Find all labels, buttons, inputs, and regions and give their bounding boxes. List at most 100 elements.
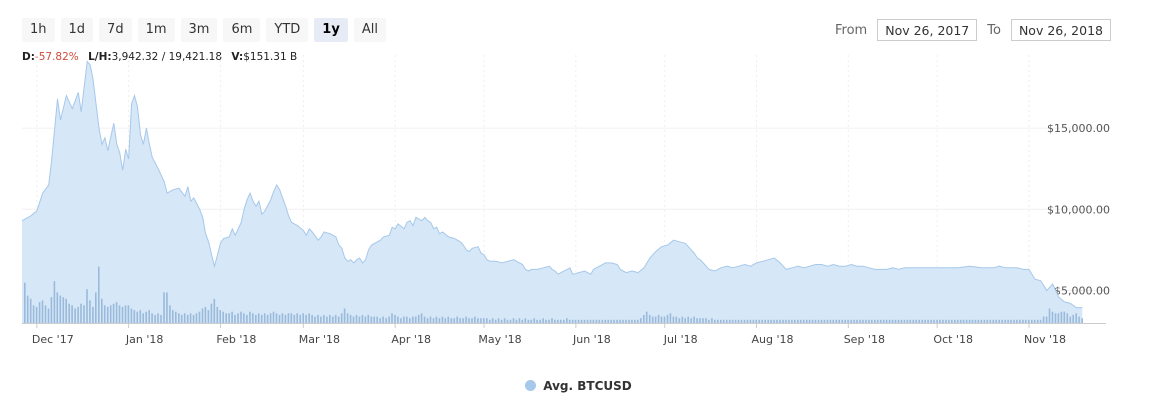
price-area — [22, 61, 1083, 323]
volume-bar — [77, 306, 79, 323]
volume-bar — [343, 308, 346, 323]
volume-bar — [269, 313, 272, 323]
volume-bar — [361, 314, 364, 323]
volume-bar — [145, 311, 147, 323]
volume-bar — [856, 319, 858, 323]
volume-bar — [684, 318, 686, 323]
volume-bar — [465, 316, 467, 323]
volume-bar — [219, 310, 221, 323]
volume-bar — [648, 314, 651, 323]
range-button-6m[interactable]: 6m — [223, 18, 261, 42]
volume-bar — [826, 319, 829, 323]
volume-bar — [124, 305, 127, 323]
volume-bar — [1001, 319, 1003, 323]
legend-label: Avg. BTCUSD — [543, 379, 632, 393]
from-date-input[interactable]: Nov 26, 2017 — [877, 19, 978, 41]
volume-bar — [403, 316, 405, 323]
to-date-input[interactable]: Nov 26, 2018 — [1010, 19, 1111, 41]
volume-bar — [1069, 316, 1072, 323]
volume-bar — [998, 319, 1000, 323]
volume-bar — [263, 313, 266, 323]
volume-bar — [133, 310, 136, 323]
volume-bar — [948, 319, 950, 323]
range-button-1y[interactable]: 1y — [314, 18, 348, 42]
volume-bar — [486, 318, 488, 323]
volume-bar — [400, 318, 402, 323]
volume-bar — [1028, 319, 1030, 323]
volume-bar — [675, 316, 678, 323]
volume-bar — [462, 318, 464, 323]
volume-bar — [619, 319, 621, 323]
volume-bar — [32, 305, 35, 323]
range-button-3m[interactable]: 3m — [180, 18, 218, 42]
volume-bar — [808, 319, 811, 323]
volume-bar — [512, 318, 515, 323]
volume-bar — [1004, 319, 1006, 323]
from-label: From — [835, 22, 868, 38]
volume-bar — [728, 319, 731, 323]
volume-bar — [841, 319, 843, 323]
volume-bar — [568, 319, 571, 323]
volume-bar — [255, 314, 257, 323]
range-button-1m[interactable]: 1m — [137, 18, 175, 42]
volume-bar — [862, 319, 864, 323]
volume-bar — [207, 310, 210, 323]
volume-bar — [737, 319, 740, 323]
volume-bar — [838, 319, 840, 323]
volume-bar — [897, 319, 900, 323]
x-tick-label: Feb '18 — [216, 333, 256, 346]
volume-bar — [690, 318, 692, 323]
volume-bar — [275, 313, 278, 323]
volume-bar — [583, 319, 586, 323]
volume-bar — [613, 319, 615, 323]
volume-bar — [711, 318, 713, 323]
volume-bar — [172, 310, 174, 323]
volume-bar — [160, 314, 162, 323]
x-tick-label: Nov '18 — [1024, 333, 1066, 346]
volume-bar — [598, 319, 601, 323]
range-button-ytd[interactable]: YTD — [266, 18, 309, 42]
volume-bar — [299, 314, 301, 323]
volume-bar — [509, 319, 512, 323]
volume-bar — [699, 318, 701, 323]
legend[interactable]: Avg. BTCUSD — [0, 379, 1157, 393]
volume-bar — [788, 319, 790, 323]
volume-bar — [767, 319, 769, 323]
volume-bar — [657, 314, 660, 323]
volume-bar — [785, 319, 787, 323]
volume-bar — [417, 314, 420, 323]
volume-bar — [740, 319, 743, 323]
volume-bar — [962, 319, 965, 323]
volume-bar — [491, 318, 494, 323]
volume-bar — [26, 295, 29, 323]
volume-bar — [853, 319, 855, 323]
volume-bar — [874, 319, 876, 323]
range-button-7d[interactable]: 7d — [99, 18, 132, 42]
volume-bar — [468, 318, 470, 323]
volume-bar — [302, 313, 304, 323]
volume-bar — [121, 306, 124, 323]
range-button-1h[interactable]: 1h — [22, 18, 55, 42]
volume-bar — [814, 319, 817, 323]
volume-bar — [89, 300, 91, 323]
volume-bar — [930, 319, 932, 323]
volume-bar — [915, 319, 917, 323]
range-button-1d[interactable]: 1d — [60, 18, 94, 42]
volume-bar — [604, 319, 607, 323]
volume-bar — [717, 319, 719, 323]
volume-bar — [515, 319, 518, 323]
volume-bar — [959, 319, 962, 323]
volume-bar — [545, 319, 547, 323]
range-button-all[interactable]: All — [353, 18, 386, 42]
volume-bar — [329, 314, 331, 323]
volume-bar — [1036, 319, 1039, 323]
volume-bar — [640, 318, 642, 323]
volume-bar — [376, 316, 378, 323]
volume-bar — [92, 306, 94, 323]
volume-bar — [918, 319, 920, 323]
volume-bar — [1031, 319, 1033, 323]
volume-bar — [533, 318, 535, 323]
volume-bar — [1078, 316, 1080, 323]
volume-bar — [643, 314, 645, 323]
